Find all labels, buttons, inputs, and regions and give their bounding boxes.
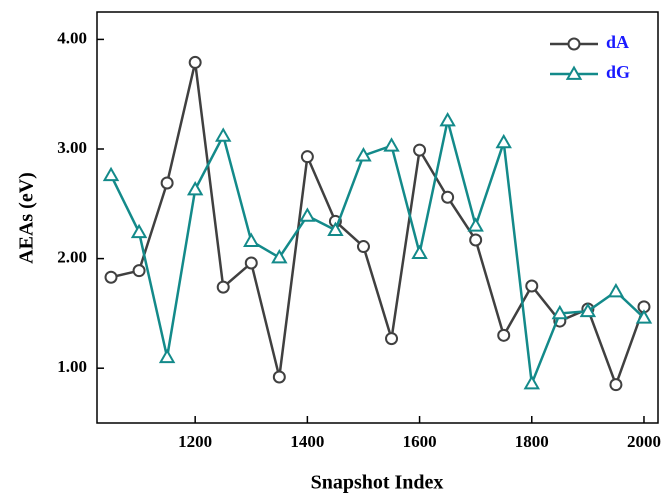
triangle-marker — [635, 309, 653, 324]
circle-marker — [160, 176, 174, 190]
circle-marker — [104, 270, 118, 284]
triangle-marker — [565, 65, 583, 80]
triangle-marker — [523, 375, 540, 390]
legend-label: dA — [606, 32, 629, 52]
triangle-marker — [355, 147, 372, 162]
circle-marker — [188, 55, 202, 69]
circle-marker — [413, 143, 427, 157]
x-tick-label: 2000 — [627, 432, 661, 451]
circle-marker — [132, 264, 146, 278]
circle-marker — [356, 240, 370, 254]
y-tick-label: 1.00 — [57, 357, 87, 376]
triangle-marker — [102, 166, 120, 182]
circle-marker — [216, 280, 230, 294]
triangle-marker — [215, 127, 232, 142]
series-line — [109, 120, 645, 385]
triangle-marker — [130, 223, 148, 239]
x-tick-label: 1400 — [290, 432, 324, 451]
triangle-marker — [411, 244, 428, 259]
legend-label: dG — [606, 62, 630, 82]
y-tick-label: 3.00 — [57, 138, 87, 157]
triangle-marker — [495, 133, 512, 149]
triangle-marker — [607, 282, 625, 298]
circle-marker — [244, 256, 258, 270]
triangle-marker — [186, 181, 204, 196]
x-axis-label: Snapshot Index — [311, 472, 444, 494]
x-tick-label: 1800 — [515, 432, 549, 451]
triangle-marker — [158, 348, 176, 364]
triangle-marker — [383, 137, 400, 152]
x-tick-label: 1200 — [178, 432, 212, 451]
triangle-marker — [551, 304, 569, 320]
circle-marker — [497, 328, 511, 342]
triangle-marker — [327, 221, 344, 236]
triangle-marker — [467, 217, 484, 232]
triangle-marker — [579, 302, 597, 318]
series-line — [110, 62, 646, 389]
circle-marker — [272, 370, 286, 384]
x-tick-label: 1600 — [403, 432, 437, 451]
circle-marker — [441, 190, 455, 204]
circle-marker — [385, 332, 399, 346]
triangle-marker — [439, 111, 456, 127]
y-tick-label: 4.00 — [57, 28, 87, 47]
y-axis-label: AEAs (eV) — [16, 172, 38, 264]
circle-marker — [525, 279, 539, 293]
circle-marker — [567, 37, 581, 51]
circle-marker — [469, 233, 483, 247]
triangle-marker — [299, 207, 316, 222]
plot-frame — [96, 11, 659, 424]
y-tick-label: 2.00 — [57, 248, 87, 267]
triangle-marker — [271, 248, 288, 264]
circle-marker — [609, 378, 623, 392]
circle-marker — [300, 150, 314, 164]
triangle-marker — [243, 232, 260, 247]
